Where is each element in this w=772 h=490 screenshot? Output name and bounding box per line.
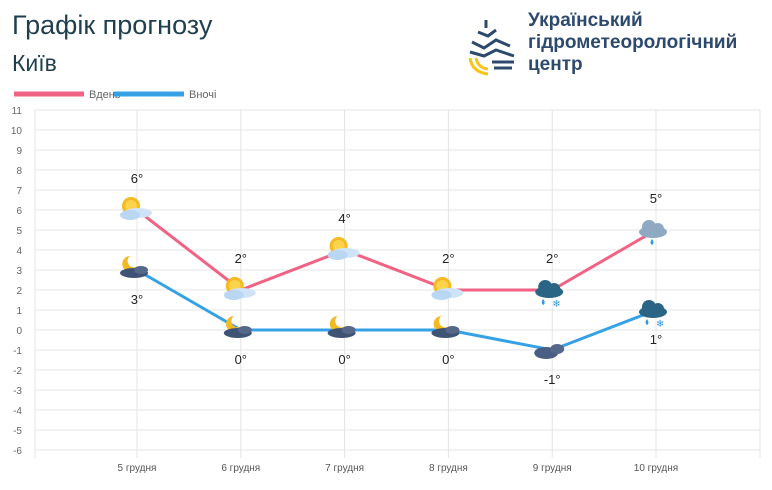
night-line (136, 268, 657, 352)
ugmc-logo-icon (468, 20, 515, 76)
data-label: 4° (338, 211, 350, 226)
cloud (223, 290, 244, 300)
y-tick-label: -3 (13, 386, 22, 397)
legend-label: Вночі (189, 89, 216, 101)
y-tick-label: 0 (16, 326, 22, 337)
y-tick-label: 4 (16, 246, 22, 257)
y-tick-label: -4 (13, 406, 22, 417)
org-name: Український гідрометеорологічний центр (528, 10, 738, 75)
y-tick-label: -6 (13, 446, 22, 457)
rain-snow-cloud-icon: ❄ (535, 280, 564, 310)
data-label: 0° (235, 352, 247, 367)
cloud-part (652, 303, 664, 315)
y-tick-label: 3 (16, 266, 22, 277)
rain-cloud-icon (639, 220, 667, 245)
x-tick-label: 9 грудня (533, 463, 572, 474)
cloud (431, 290, 452, 300)
moon (433, 316, 450, 332)
y-tick-label: 6 (16, 206, 22, 217)
y-tick-label: -5 (13, 426, 22, 437)
y-tick-label: 8 (16, 166, 22, 177)
data-label: 3° (131, 292, 143, 307)
sun-cloud-icon (223, 277, 256, 300)
y-tick-label: 10 (11, 126, 23, 137)
cloud-part (652, 223, 664, 235)
snowflake: ❄ (656, 319, 664, 330)
data-label: 2° (235, 251, 247, 266)
y-tick-label: -1 (13, 346, 22, 357)
cloud (327, 250, 348, 260)
x-tick-label: 8 грудня (429, 463, 468, 474)
cloud (237, 326, 252, 334)
x-tick-label: 5 грудня (118, 463, 157, 474)
sun-cloud-icon (120, 197, 152, 220)
rain-drop (541, 299, 545, 305)
moon-cloud-icon (327, 316, 356, 338)
data-label: 0° (338, 352, 350, 367)
sun-cloud-icon (327, 237, 360, 260)
data-label: 6° (131, 171, 143, 186)
moon (226, 316, 242, 332)
data-label: 0° (442, 352, 454, 367)
moon-cloud-icon (223, 316, 252, 338)
cloud (120, 210, 140, 220)
cloud-part (548, 283, 561, 295)
sun-cloud-icon (431, 277, 464, 300)
cloud (134, 266, 148, 274)
x-tick-label: 6 грудня (221, 463, 260, 474)
cloud (445, 326, 460, 334)
rain-drop (650, 239, 654, 245)
data-label: 2° (546, 251, 558, 266)
data-label: 1° (650, 332, 662, 347)
x-tick-label: 7 грудня (325, 463, 364, 474)
y-tick-label: 5 (16, 226, 22, 237)
moon (329, 316, 346, 332)
city-name: Київ (12, 50, 57, 76)
y-tick-label: 2 (16, 286, 22, 297)
y-tick-label: 1 (16, 306, 22, 317)
moon-cloud-icon (431, 316, 460, 338)
y-tick-label: -2 (13, 366, 22, 377)
cloud (341, 326, 356, 334)
snowflake: ❄ (552, 299, 560, 310)
rain-snow-cloud-icon: ❄ (639, 300, 667, 330)
data-label: -1° (544, 372, 561, 387)
rain-drop (645, 319, 649, 325)
day-line (136, 208, 657, 292)
y-tick-label: 7 (16, 186, 22, 197)
moon-cloud-icon (120, 256, 148, 278)
cloud (550, 344, 565, 354)
page-title: Графік прогнозу (12, 10, 213, 40)
data-label: 5° (650, 191, 662, 206)
data-label: 2° (442, 251, 454, 266)
night-cloud-icon (534, 344, 565, 359)
y-tick-label: 9 (16, 146, 22, 157)
moon (122, 256, 138, 272)
legend-label: Вдень (89, 89, 121, 101)
x-tick-label: 10 грудня (634, 463, 678, 474)
y-tick-label: 11 (12, 106, 23, 117)
